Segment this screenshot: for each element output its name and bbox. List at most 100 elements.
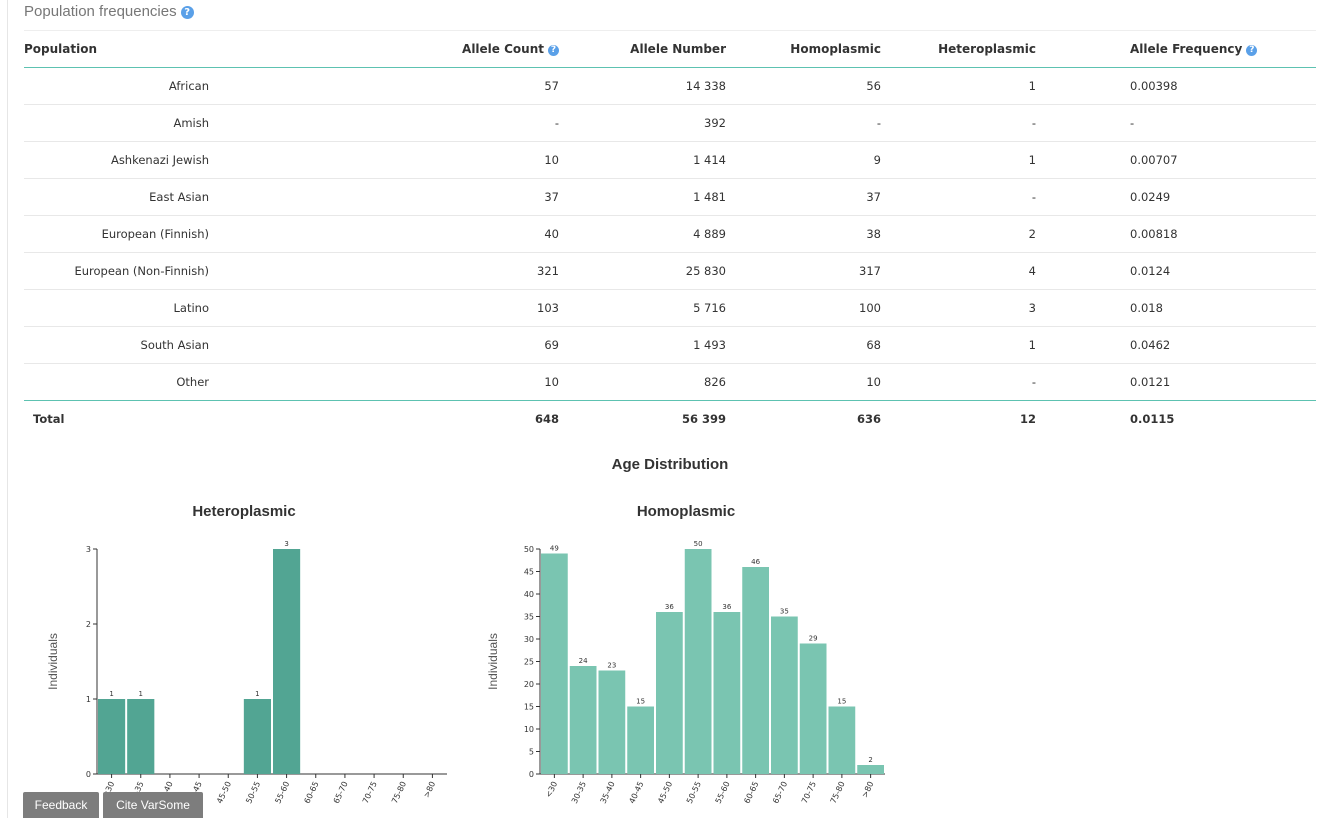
- cell-homoplasmic: 68: [726, 326, 881, 364]
- section-title: Population frequencies?: [24, 3, 194, 20]
- cell-allele-count: 10: [209, 363, 559, 401]
- bar: [598, 670, 626, 774]
- x-tick-label: 70-75: [361, 780, 379, 805]
- header-allele-number[interactable]: Allele Number: [559, 30, 726, 68]
- heteroplasmic-chart-title: Heteroplasmic: [192, 503, 296, 520]
- x-tick-label: 75-80: [390, 780, 408, 805]
- cite-varsome-button[interactable]: Cite VarSome: [103, 792, 203, 818]
- y-tick-label: 0: [529, 770, 534, 779]
- cell-allele-frequency: 0.0121: [1036, 363, 1316, 401]
- bar: [541, 553, 568, 774]
- cell-heteroplasmic: 1: [881, 141, 1036, 179]
- cell-total-heteroplasmic: 12: [1019, 411, 1036, 426]
- cell-homoplasmic: 100: [726, 289, 881, 327]
- bar-data-label: 35: [780, 608, 789, 616]
- help-icon[interactable]: ?: [180, 6, 194, 19]
- cell-allele-count: 10: [209, 141, 559, 179]
- cell-allele-number: 4 889: [559, 215, 726, 253]
- cell-population: Amish: [24, 104, 209, 142]
- y-tick-label: 10: [524, 725, 534, 734]
- bar: [627, 706, 654, 774]
- cell-heteroplasmic: -: [881, 104, 1036, 142]
- bar-data-label: 49: [550, 545, 559, 553]
- cell-allele-frequency: 0.00398: [1036, 67, 1316, 105]
- header-allele-count-label: Allele Count: [462, 41, 544, 56]
- y-tick-label: 30: [524, 635, 534, 644]
- age-distribution-title: Age Distribution: [611, 456, 729, 473]
- bar: [742, 567, 769, 774]
- cell-allele-count: 321: [209, 252, 559, 290]
- bar-data-label: 46: [751, 558, 760, 566]
- x-tick-label: 50-55: [244, 780, 262, 805]
- homoplasmic-age-chart: Individuals 0 5 10 15 20 25 30 35 40 45 50 <30 49 30-3…: [486, 540, 885, 805]
- cell-population: East Asian: [24, 178, 209, 216]
- x-tick-label: 40-45: [627, 780, 645, 805]
- cell-allele-number: 14 338: [559, 67, 726, 105]
- table-row: South Asian 69 1 493 68 1 0.0462: [24, 326, 1316, 364]
- cell-allele-count: 69: [209, 326, 559, 364]
- cell-homoplasmic: 38: [726, 215, 881, 253]
- x-tick-label: 50-55: [685, 780, 703, 805]
- cell-allele-frequency: 0.018: [1036, 289, 1316, 327]
- y-tick-label: 0: [86, 770, 91, 779]
- feedback-button[interactable]: Feedback: [23, 792, 99, 818]
- bar: [98, 699, 126, 774]
- header-heteroplasmic[interactable]: Heteroplasmic: [881, 30, 1036, 68]
- cell-allele-number: 392: [559, 104, 726, 142]
- cell-heteroplasmic: -: [881, 178, 1036, 216]
- bar: [857, 765, 884, 774]
- table-row: Latino 103 5 716 100 3 0.018: [24, 289, 1316, 327]
- header-homoplasmic[interactable]: Homoplasmic: [726, 30, 881, 68]
- cell-allele-frequency: -: [1036, 104, 1316, 142]
- x-tick-label: 55-60: [273, 780, 291, 805]
- help-icon[interactable]: ?: [1246, 44, 1258, 56]
- header-allele-number-label: Allele Number: [630, 41, 726, 56]
- x-tick-label: 60-65: [303, 780, 321, 805]
- x-tick-label: 60-65: [742, 780, 760, 805]
- y-tick-label: 35: [524, 613, 534, 622]
- help-icon[interactable]: ?: [548, 44, 559, 56]
- cell-total-allele-number: 56 399: [681, 411, 726, 426]
- bar-data-label: 3: [284, 540, 288, 548]
- bar: [713, 612, 741, 774]
- header-allele-count[interactable]: Allele Count?: [209, 30, 559, 68]
- y-tick-label: 20: [524, 680, 534, 689]
- header-heteroplasmic-label: Heteroplasmic: [938, 41, 1036, 56]
- cell-allele-frequency: 0.0249: [1036, 178, 1316, 216]
- bar-data-label: 15: [636, 698, 645, 706]
- x-tick-label: 55-60: [714, 780, 732, 805]
- table-row: Ashkenazi Jewish 10 1 414 9 1 0.00707: [24, 141, 1316, 179]
- bar: [684, 549, 712, 774]
- header-allele-frequency[interactable]: Allele Frequency?: [1036, 30, 1316, 68]
- cell-allele-number: 25 830: [559, 252, 726, 290]
- cell-heteroplasmic: 1: [881, 67, 1036, 105]
- cell-homoplasmic: 37: [726, 178, 881, 216]
- table-row: East Asian 37 1 481 37 - 0.0249: [24, 178, 1316, 216]
- cell-allele-count: 37: [209, 178, 559, 216]
- bar: [828, 706, 856, 774]
- x-tick-label: 65-70: [332, 780, 350, 805]
- header-population-label: Population: [24, 41, 98, 56]
- bar: [127, 699, 155, 774]
- cell-homoplasmic: 317: [726, 252, 881, 290]
- table-total-row: Total 648 56 399 636 12 0.0115: [24, 401, 1316, 437]
- x-tick-label: >80: [860, 780, 875, 799]
- bar-data-label: 36: [722, 603, 731, 611]
- cell-allele-number: 1 481: [559, 178, 726, 216]
- cell-heteroplasmic: 2: [881, 215, 1036, 253]
- x-tick-label: 30-35: [570, 780, 588, 805]
- cell-allele-number: 1 414: [559, 141, 726, 179]
- bar: [569, 666, 597, 774]
- header-population[interactable]: Population: [24, 30, 209, 68]
- bar-data-label: 50: [694, 540, 703, 548]
- cell-total-homoplasmic: 636: [856, 411, 881, 426]
- x-tick-label: <30: [544, 780, 559, 799]
- x-tick-label: 35-40: [599, 780, 617, 805]
- y-tick-label: 3: [86, 545, 91, 554]
- bar-data-label: 2: [868, 756, 872, 764]
- cell-allele-frequency: 0.0462: [1036, 326, 1316, 364]
- cell-total-allele-count: 648: [534, 411, 559, 426]
- cell-total-allele-frequency: 0.0115: [1130, 411, 1175, 426]
- cell-homoplasmic: 9: [726, 141, 881, 179]
- cell-heteroplasmic: -: [881, 363, 1036, 401]
